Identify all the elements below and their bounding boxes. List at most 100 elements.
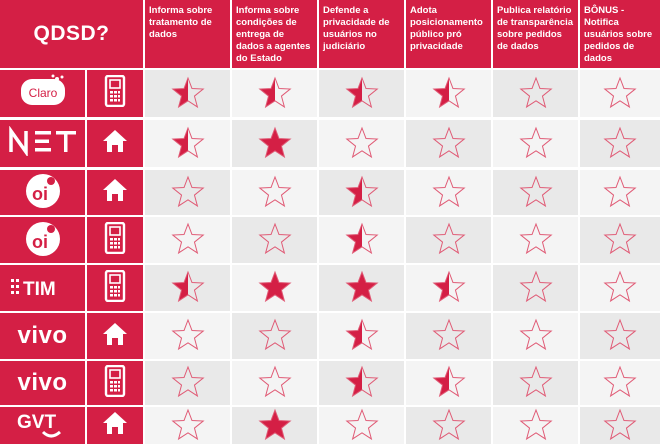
table-row: GVT (0, 407, 660, 444)
criterion-header: Defende a privacidade de usuários no jud… (319, 0, 404, 68)
star-half-icon (431, 365, 466, 398)
star-empty-icon (170, 318, 205, 351)
star-empty-icon (518, 365, 553, 398)
rating-cell (406, 265, 491, 311)
claro-logo: Claro (19, 72, 67, 115)
star-empty-icon (431, 318, 466, 351)
star-full-icon (257, 126, 292, 158)
star-empty-icon (431, 408, 466, 440)
rating-cell (319, 313, 404, 359)
rating-cell (406, 361, 491, 405)
rating-cell (406, 407, 491, 444)
criterion-header: Informa sobre tratamento de dados (145, 0, 230, 68)
star-empty-icon (257, 318, 292, 351)
oi-logo: oi (23, 169, 63, 216)
gvt-logo: GVT (13, 406, 73, 445)
rating-cell (580, 217, 660, 263)
star-empty-icon (431, 222, 466, 255)
mobile-phone-icon (104, 364, 126, 402)
rating-cell (232, 313, 317, 359)
rating-cell (580, 313, 660, 359)
rating-cell (145, 407, 230, 444)
criterion-header: Informa sobre condições de entrega de da… (232, 0, 317, 68)
rating-cell (580, 361, 660, 405)
rating-cell (580, 407, 660, 444)
table-row: oi (0, 170, 660, 215)
rating-cell (232, 170, 317, 215)
vivo-logo: vivo (17, 369, 67, 397)
star-empty-icon (257, 175, 292, 207)
star-empty-icon (603, 175, 637, 207)
oi-logo: oi (23, 217, 63, 264)
company-logo-cell (0, 120, 85, 167)
table-row: Claro (0, 70, 660, 117)
star-empty-icon (257, 365, 292, 398)
criterion-header: BÔNUS - Notifica usuários sobre pedidos … (580, 0, 660, 68)
star-half-icon (344, 222, 379, 255)
rating-cell (232, 120, 317, 167)
star-half-icon (257, 76, 292, 108)
vivo-logo: vivo (17, 322, 67, 350)
rating-cell (580, 265, 660, 311)
company-logo-cell: vivo (0, 313, 85, 359)
home-icon (101, 177, 129, 208)
criterion-header: Adota posicionamento público pró privaci… (406, 0, 491, 68)
star-empty-icon (518, 318, 553, 351)
rating-cell (493, 313, 578, 359)
star-empty-icon (257, 222, 292, 255)
rating-cell (232, 407, 317, 444)
rating-cell (145, 265, 230, 311)
header-row: QDSD? Informa sobre tratamento de dados I… (0, 0, 660, 68)
table-row: vivo (0, 361, 660, 405)
star-half-icon (344, 365, 379, 398)
star-empty-icon (344, 126, 379, 158)
star-empty-icon (431, 175, 466, 207)
home-icon (101, 128, 129, 159)
star-empty-icon (518, 126, 553, 158)
star-half-icon (431, 270, 466, 303)
star-half-icon (344, 318, 379, 351)
svg-text:Claro: Claro (28, 86, 57, 100)
rating-cell (580, 70, 660, 117)
company-logo-cell: vivo (0, 361, 85, 405)
star-half-icon (431, 76, 466, 108)
rating-cell (493, 361, 578, 405)
table-row: TIM (0, 265, 660, 311)
star-full-icon (257, 270, 292, 303)
mobile-phone-icon (104, 269, 126, 307)
star-empty-icon (344, 408, 379, 440)
table-row (0, 120, 660, 167)
service-type-cell (87, 407, 143, 444)
service-type-cell (87, 265, 143, 311)
star-empty-icon (603, 126, 637, 158)
service-type-cell (87, 70, 143, 117)
home-icon (101, 321, 129, 352)
rating-cell (145, 170, 230, 215)
rating-cell (319, 361, 404, 405)
svg-text:oi: oi (32, 184, 48, 204)
star-empty-icon (603, 222, 637, 255)
company-logo-cell: oi (0, 170, 85, 215)
rating-cell (232, 70, 317, 117)
star-empty-icon (431, 126, 466, 158)
star-empty-icon (170, 408, 205, 440)
mobile-phone-icon (104, 74, 126, 112)
star-half-icon (170, 126, 205, 158)
rating-cell (493, 170, 578, 215)
company-name: vivo (17, 322, 68, 349)
rating-cell (145, 217, 230, 263)
rating-cell (580, 120, 660, 167)
svg-text:TIM: TIM (23, 279, 56, 300)
rating-cell (319, 70, 404, 117)
tim-logo: TIM (8, 271, 78, 306)
rating-cell (406, 170, 491, 215)
service-type-cell (87, 120, 143, 167)
service-type-cell (87, 361, 143, 405)
table-row: vivo (0, 313, 660, 359)
star-half-icon (170, 76, 205, 108)
rating-cell (493, 120, 578, 167)
rating-cell (319, 170, 404, 215)
criterion-header: Publica relatório de transparência sobre… (493, 0, 578, 68)
star-half-icon (170, 270, 205, 303)
